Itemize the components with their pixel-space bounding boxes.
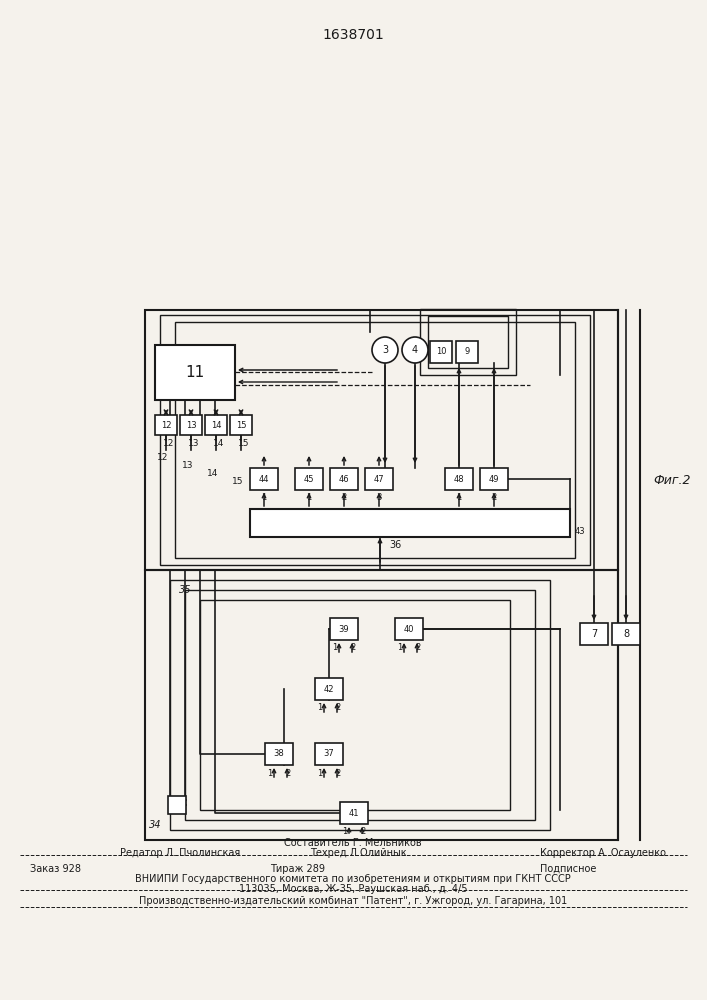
Text: 2: 2 xyxy=(416,644,421,652)
Bar xyxy=(230,415,252,435)
Text: 10: 10 xyxy=(436,348,446,357)
Bar xyxy=(295,468,323,490)
Text: 37: 37 xyxy=(324,750,334,758)
Bar xyxy=(250,468,278,490)
Text: 12: 12 xyxy=(163,440,175,448)
Text: Редатор Л. Пчолинская: Редатор Л. Пчолинская xyxy=(120,848,240,858)
Bar xyxy=(170,580,550,830)
Text: 1: 1 xyxy=(397,644,402,652)
Circle shape xyxy=(372,337,398,363)
Text: 1: 1 xyxy=(262,493,267,502)
Bar xyxy=(330,468,358,490)
Bar xyxy=(155,345,235,400)
Text: 34: 34 xyxy=(148,820,161,830)
Text: 3: 3 xyxy=(376,493,382,502)
Text: 47: 47 xyxy=(374,475,385,484)
Bar xyxy=(185,590,535,820)
Text: Подписное: Подписное xyxy=(540,864,597,874)
Bar xyxy=(155,415,177,435)
Bar xyxy=(205,415,227,435)
Bar xyxy=(365,468,393,490)
Bar xyxy=(145,570,618,840)
Text: Корректор А. Осауленко: Корректор А. Осауленко xyxy=(540,848,666,858)
Text: 13: 13 xyxy=(186,420,197,430)
Text: 36: 36 xyxy=(389,540,401,550)
Text: 3: 3 xyxy=(382,345,388,355)
Text: 4: 4 xyxy=(412,345,418,355)
Bar xyxy=(580,623,608,645)
Text: 1: 1 xyxy=(457,493,462,502)
Text: 41: 41 xyxy=(349,808,359,818)
Circle shape xyxy=(402,337,428,363)
Text: Заказ 928: Заказ 928 xyxy=(30,864,81,874)
Text: 43: 43 xyxy=(575,528,585,536)
Bar xyxy=(180,415,202,435)
Bar xyxy=(145,310,618,570)
Bar xyxy=(168,796,186,814)
Text: 48: 48 xyxy=(454,475,464,484)
Bar xyxy=(330,618,358,640)
Bar xyxy=(456,341,478,363)
Text: 2: 2 xyxy=(335,704,341,712)
Text: Тираж 289: Тираж 289 xyxy=(270,864,325,874)
Text: 1: 1 xyxy=(306,493,312,502)
Text: 46: 46 xyxy=(339,475,349,484)
Bar xyxy=(445,468,473,490)
Text: 14: 14 xyxy=(214,440,225,448)
Bar xyxy=(175,322,575,558)
Text: Производственно-издательский комбинат "Патент", г. Ужгород, ул. Гагарина, 101: Производственно-издательский комбинат "П… xyxy=(139,896,567,906)
Bar xyxy=(200,600,510,810)
Bar xyxy=(265,743,293,765)
Text: 44: 44 xyxy=(259,475,269,484)
Text: 2: 2 xyxy=(351,644,356,652)
Text: 2: 2 xyxy=(361,828,366,836)
Text: 35: 35 xyxy=(179,585,192,595)
Bar xyxy=(340,802,368,824)
Text: 113035, Москва, Ж-35, Раушская наб., д. 4/5: 113035, Москва, Ж-35, Раушская наб., д. … xyxy=(239,884,467,894)
Text: ВНИИПИ Государственного комитета по изобретениям и открытиям при ГКНТ СССР: ВНИИПИ Государственного комитета по изоб… xyxy=(135,874,571,884)
Text: Фиг.2: Фиг.2 xyxy=(653,474,691,487)
Text: 15: 15 xyxy=(233,477,244,486)
Text: 12: 12 xyxy=(158,452,169,462)
Bar xyxy=(430,341,452,363)
Text: 1638701: 1638701 xyxy=(322,28,384,42)
Text: 2: 2 xyxy=(491,493,496,502)
Text: 13: 13 xyxy=(188,440,200,448)
Text: 1: 1 xyxy=(267,768,273,778)
Text: 11: 11 xyxy=(185,365,204,380)
Text: 42: 42 xyxy=(324,684,334,694)
Text: 2: 2 xyxy=(335,768,341,778)
Text: 39: 39 xyxy=(339,624,349,634)
Text: 12: 12 xyxy=(160,420,171,430)
Bar xyxy=(395,618,423,640)
Bar xyxy=(480,468,508,490)
Bar xyxy=(612,623,640,645)
Text: 40: 40 xyxy=(404,624,414,634)
Text: Техред Л.Олийнык: Техред Л.Олийнык xyxy=(310,848,407,858)
Bar xyxy=(315,678,343,700)
Text: Составитель Г. Мельников: Составитель Г. Мельников xyxy=(284,838,422,848)
Text: 7: 7 xyxy=(591,629,597,639)
Text: 14: 14 xyxy=(211,420,221,430)
Text: 8: 8 xyxy=(623,629,629,639)
Bar xyxy=(315,743,343,765)
Bar xyxy=(420,309,516,375)
Text: 2: 2 xyxy=(286,768,291,778)
Text: 1: 1 xyxy=(317,768,322,778)
Text: 1: 1 xyxy=(317,704,322,712)
Text: 14: 14 xyxy=(207,468,218,478)
Text: 2: 2 xyxy=(341,493,346,502)
Text: 15: 15 xyxy=(238,440,250,448)
Bar xyxy=(250,509,570,537)
Bar xyxy=(428,316,508,368)
Text: 9: 9 xyxy=(464,348,469,357)
Text: 1: 1 xyxy=(332,644,338,652)
Text: 45: 45 xyxy=(304,475,314,484)
Text: 15: 15 xyxy=(235,420,246,430)
Text: 13: 13 xyxy=(182,460,194,470)
Text: 49: 49 xyxy=(489,475,499,484)
Text: 38: 38 xyxy=(274,750,284,758)
Text: 1: 1 xyxy=(342,828,348,836)
Bar xyxy=(160,315,590,565)
